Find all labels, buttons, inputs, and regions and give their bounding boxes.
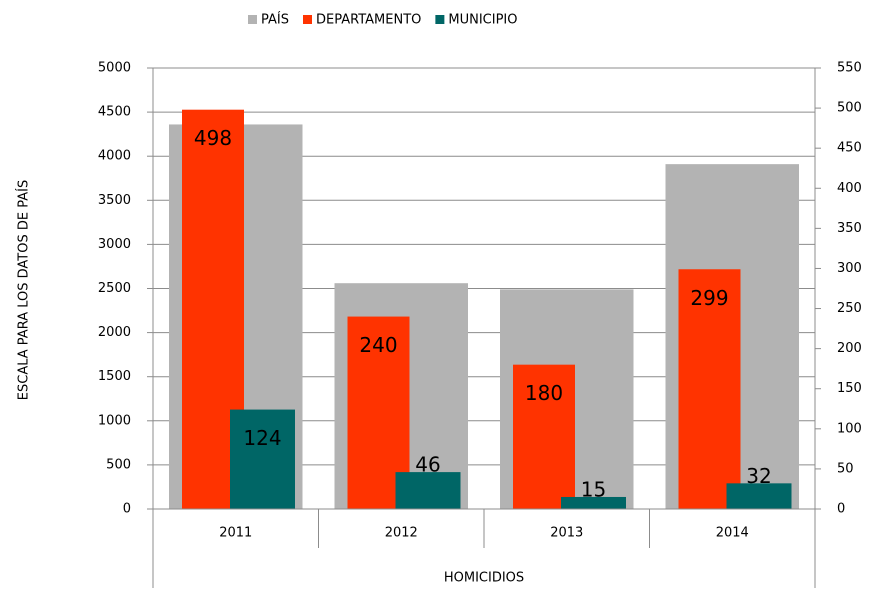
x-tick-label: 2013 xyxy=(550,526,583,541)
y2-tick-label: 200 xyxy=(837,341,862,356)
data-label: 240 xyxy=(359,333,397,357)
x-tick-label: 2014 xyxy=(716,526,749,541)
data-label: 180 xyxy=(525,381,563,405)
legend-label: PAÍS xyxy=(261,12,289,28)
bar xyxy=(395,472,461,509)
y2-tick-label: 100 xyxy=(837,421,862,436)
y-tick-label: 1500 xyxy=(98,369,131,384)
y-tick-label: 3500 xyxy=(98,193,131,208)
y2-tick-label: 400 xyxy=(837,181,862,196)
x-axis-title: HOMICIDIOS xyxy=(444,571,524,586)
y2-tick-label: 300 xyxy=(837,261,862,276)
data-label: 15 xyxy=(581,477,606,501)
legend-swatch xyxy=(248,15,257,24)
y2-tick-label: 500 xyxy=(837,101,862,116)
legend-swatch xyxy=(303,15,312,24)
bar xyxy=(561,496,626,509)
y2-tick-label: 450 xyxy=(837,141,862,156)
y2-tick-label: 150 xyxy=(837,381,862,396)
x-tick-label: 2012 xyxy=(385,526,418,541)
y-axis-title: ESCALA PARA LOS DATOS DE PAÍS xyxy=(16,180,32,400)
data-label: 46 xyxy=(415,453,440,477)
y-tick-label: 4500 xyxy=(98,105,131,120)
y-tick-label: 5000 xyxy=(98,61,131,76)
bar xyxy=(513,364,575,509)
legend-label: DEPARTAMENTO xyxy=(316,13,421,28)
y2-tick-label: 350 xyxy=(837,221,862,236)
legend-label: MUNICIPIO xyxy=(448,13,517,28)
bar xyxy=(230,409,295,509)
y-tick-label: 3000 xyxy=(98,237,131,252)
y-tick-label: 4000 xyxy=(98,149,131,164)
y2-tick-label: 550 xyxy=(837,61,862,76)
y-tick-label: 2500 xyxy=(98,281,131,296)
data-label: 124 xyxy=(243,426,281,450)
legend-swatch xyxy=(435,15,445,24)
y-tick-label: 2000 xyxy=(98,325,131,340)
y2-tick-label: 50 xyxy=(837,461,854,476)
y-tick-label: 0 xyxy=(123,502,131,517)
data-label: 498 xyxy=(194,126,232,150)
y-tick-label: 500 xyxy=(106,457,131,472)
data-label: 32 xyxy=(746,464,771,488)
bar xyxy=(678,269,741,509)
y2-tick-label: 0 xyxy=(837,502,845,517)
bar xyxy=(726,483,792,509)
x-tick-label: 2011 xyxy=(219,526,252,541)
y-tick-label: 1000 xyxy=(98,413,131,428)
data-label: 299 xyxy=(690,286,728,310)
y2-tick-label: 250 xyxy=(837,301,862,316)
